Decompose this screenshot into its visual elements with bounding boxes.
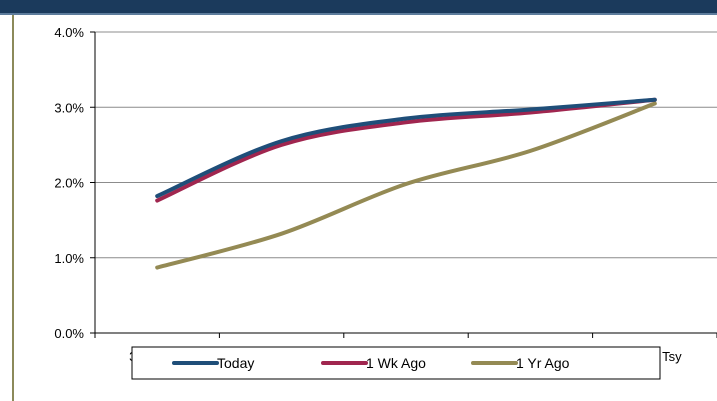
series-line-1-wk-ago: [155, 97, 657, 203]
series-line-today: [155, 97, 657, 199]
series-line-1-yr-ago: [155, 101, 657, 270]
header-bar: [0, 0, 717, 15]
series-lines: [155, 97, 657, 270]
legend-box: [131, 346, 661, 380]
axes: [90, 31, 717, 338]
y-tick-label: 1.0%: [54, 251, 84, 266]
y-tick-label: 2.0%: [54, 176, 84, 191]
chart-frame: 0.0%1.0%2.0%3.0%4.0% 3 Mo Tbill2 Yr Tsy5…: [12, 15, 717, 401]
yield-curve-chart: 0.0%1.0%2.0%3.0%4.0% 3 Mo Tbill2 Yr Tsy5…: [54, 25, 717, 380]
legend: Today 1 Wk Ago 1 Yr Ago: [131, 346, 661, 380]
y-tick-label: 3.0%: [54, 100, 84, 115]
legend-label-today: Today: [217, 355, 254, 371]
gridlines: [95, 31, 717, 259]
y-tick-labels: 0.0% 1.0% 2.0% 3.0% 4.0%: [54, 25, 84, 341]
y-tick-label: 4.0%: [54, 25, 84, 40]
y-tick-label: 0.0%: [54, 326, 84, 341]
legend-label-1-wk-ago: 1 Wk Ago: [366, 355, 426, 371]
legend-label-1-yr-ago: 1 Yr Ago: [516, 355, 570, 371]
